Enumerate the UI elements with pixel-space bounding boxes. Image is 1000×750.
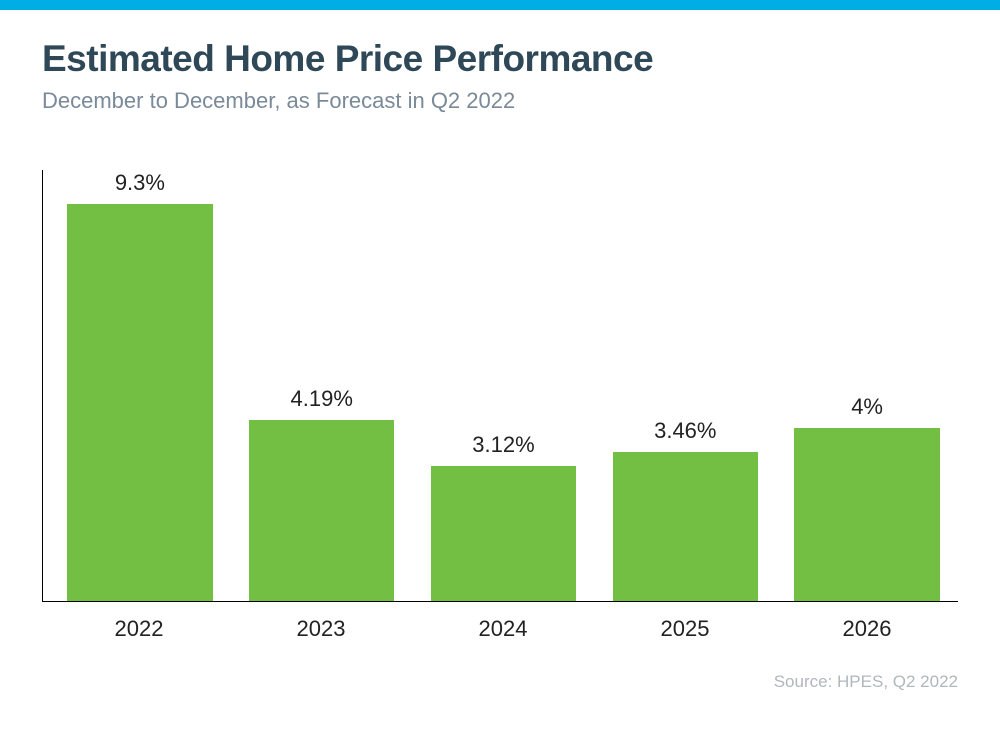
accent-top-bar <box>0 0 1000 10</box>
bar <box>249 420 394 601</box>
chart-area: 9.3% 4.19% 3.12% 3.46% 4% 202220232024202520… <box>42 170 958 642</box>
x-axis: 20222023202420252026 <box>42 616 958 642</box>
source-attribution: Source: HPES, Q2 2022 <box>42 672 958 692</box>
bar-value-label: 4% <box>851 394 883 420</box>
bar <box>431 466 576 601</box>
bar-slot: 3.12% <box>413 170 595 601</box>
chart-subtitle: December to December, as Forecast in Q2 … <box>42 88 958 114</box>
x-axis-tick: 2026 <box>776 616 958 642</box>
bar-value-label: 3.46% <box>654 418 716 444</box>
bar-slot: 4% <box>776 170 958 601</box>
bar <box>67 204 212 601</box>
plot-area: 9.3% 4.19% 3.12% 3.46% 4% <box>42 170 958 602</box>
bar-slot: 9.3% <box>49 170 231 601</box>
bar <box>613 452 758 601</box>
x-axis-tick: 2022 <box>48 616 230 642</box>
chart-container: Estimated Home Price Performance Decembe… <box>0 10 1000 712</box>
bar-value-label: 4.19% <box>291 386 353 412</box>
chart-title: Estimated Home Price Performance <box>42 38 958 80</box>
bar <box>794 428 939 601</box>
bar-value-label: 3.12% <box>472 432 534 458</box>
bar-slot: 4.19% <box>231 170 413 601</box>
x-axis-tick: 2025 <box>594 616 776 642</box>
bar-value-label: 9.3% <box>115 170 165 196</box>
x-axis-tick: 2023 <box>230 616 412 642</box>
bar-slot: 3.46% <box>594 170 776 601</box>
x-axis-tick: 2024 <box>412 616 594 642</box>
